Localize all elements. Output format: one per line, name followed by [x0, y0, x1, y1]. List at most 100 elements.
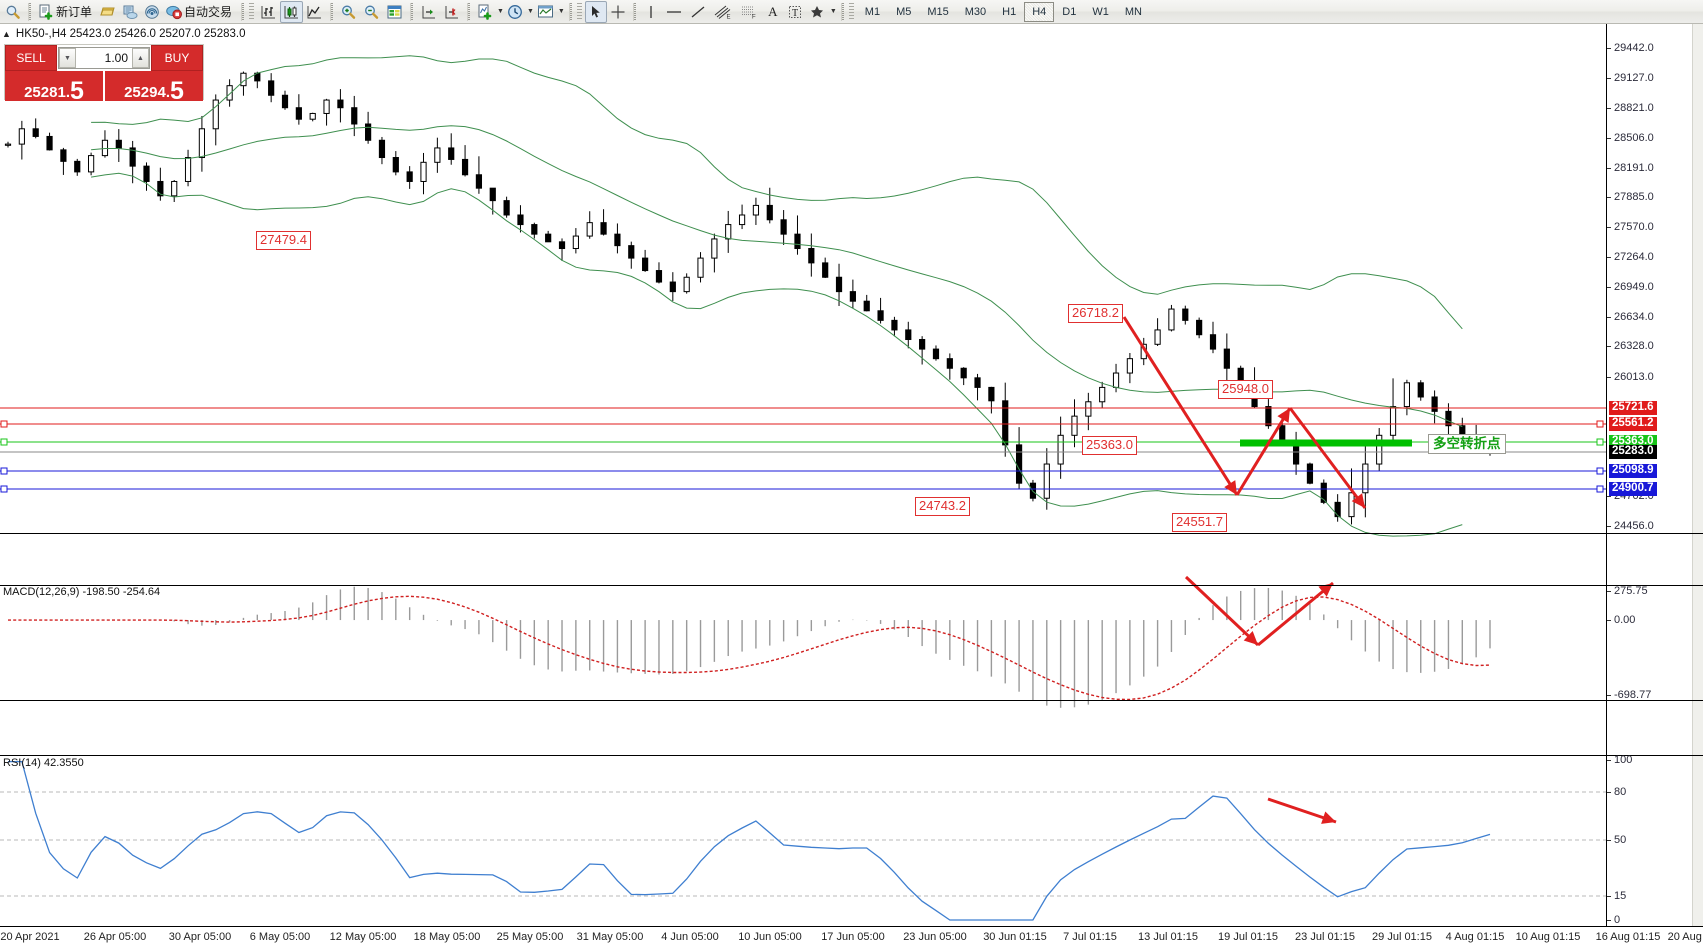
buy-button[interactable]: BUY	[151, 45, 203, 71]
auto-scroll-icon[interactable]	[417, 1, 440, 23]
price-axis-label: 26328.0	[1614, 340, 1654, 353]
toolbar-grip[interactable]	[249, 2, 255, 21]
timeframe-h4[interactable]: H4	[1024, 1, 1055, 22]
axis-tick	[1607, 48, 1611, 50]
chart-scroll-column[interactable]	[1692, 24, 1703, 926]
pane-separator-macd[interactable]	[0, 533, 1703, 534]
chevron-down-icon[interactable]: ▼	[557, 8, 565, 15]
chart-canvas[interactable]	[0, 25, 1606, 927]
price-callout[interactable]: 25948.0	[1218, 380, 1273, 399]
time-axis-label: 25 May 05:00	[496, 931, 564, 943]
chevron-down-icon[interactable]: ▼	[497, 8, 504, 15]
bar-chart-icon[interactable]	[257, 1, 280, 23]
trendline-icon[interactable]	[686, 1, 710, 23]
price-callout[interactable]: 25363.0	[1082, 436, 1137, 455]
bid-price[interactable]: 25281 . 5	[5, 71, 103, 101]
axis-tick	[1607, 496, 1611, 498]
horizontal-line-icon[interactable]	[662, 1, 686, 23]
timeframe-m1[interactable]: M1	[864, 5, 881, 18]
data-window-icon[interactable]	[383, 1, 406, 23]
time-axis-label: 20 Aug 01:15	[1667, 931, 1703, 943]
timeframe-w1[interactable]: W1	[1092, 5, 1109, 18]
volume-stepper[interactable]: ▼ 1.00 ▲	[58, 47, 150, 69]
axis-tick	[1607, 317, 1611, 319]
rsi-axis-label: 0	[1614, 914, 1621, 926]
bid-price-main: 25281	[24, 84, 66, 101]
rsi-axis-label: 15	[1614, 890, 1627, 902]
forecast-arrows[interactable]	[1122, 316, 1367, 509]
axis-tick	[1607, 840, 1611, 841]
price-level-tag[interactable]: 25283.0	[1609, 445, 1657, 459]
time-axis-label: 30 Apr 05:00	[168, 931, 232, 943]
price-level-tag[interactable]: 25561.2	[1609, 417, 1657, 431]
toolbar-grip[interactable]	[848, 2, 854, 21]
periods-clock-icon[interactable]	[504, 1, 526, 23]
autotrading-button[interactable]: 自动交易	[163, 1, 237, 23]
price-level-tag[interactable]: 25098.9	[1609, 464, 1657, 478]
axis-tick	[1607, 227, 1611, 229]
volume-increment-button[interactable]: ▲	[132, 48, 149, 68]
chart-shift-icon[interactable]	[440, 1, 463, 23]
collapse-triangle-icon[interactable]: ▲	[2, 29, 11, 39]
text-label-icon[interactable]: T	[784, 1, 806, 23]
magnifier-icon[interactable]	[2, 1, 24, 23]
templates-icon[interactable]	[534, 1, 557, 23]
time-axis-label: 30 Jun 01:15	[983, 931, 1047, 943]
crosshair-icon[interactable]	[607, 1, 629, 23]
candlestick-chart-icon[interactable]	[280, 0, 304, 23]
signal-icon[interactable]	[141, 1, 163, 23]
timeframe-mn[interactable]: MN	[1124, 5, 1142, 18]
terminal-icon[interactable]	[119, 1, 141, 23]
ask-price[interactable]: 25294 . 5	[103, 71, 203, 101]
time-axis-label: 4 Aug 01:15	[1445, 931, 1505, 943]
timeframe-m5[interactable]: M5	[896, 5, 912, 18]
equidistant-channel-icon[interactable]: E	[710, 1, 736, 23]
shapes-icon[interactable]	[806, 1, 829, 23]
new-order-button[interactable]: 新订单	[35, 1, 97, 23]
volume-decrement-button[interactable]: ▼	[59, 48, 76, 68]
pane-separator-rsi[interactable]	[0, 700, 1703, 701]
timeframe-m30[interactable]: M30	[964, 5, 987, 18]
toolbar-separator	[241, 2, 245, 21]
line-chart-icon[interactable]	[303, 1, 326, 23]
timeframe-h1[interactable]: H1	[1002, 5, 1017, 18]
toolbar-separator	[840, 2, 844, 21]
price-level-tag[interactable]: 24900.7	[1609, 482, 1657, 496]
timeframe-d1[interactable]: D1	[1062, 5, 1077, 18]
autotrading-label: 自动交易	[184, 5, 233, 19]
timeframe-m15[interactable]: M15	[927, 5, 949, 18]
price-callout[interactable]: 24743.2	[915, 497, 970, 516]
price-callout[interactable]: 24551.7	[1172, 513, 1227, 532]
time-axis-label: 20 Apr 2021	[0, 931, 60, 943]
volume-input[interactable]: 1.00	[104, 51, 128, 65]
zoom-out-icon[interactable]	[360, 1, 383, 23]
chevron-down-icon[interactable]: ▼	[829, 8, 837, 15]
toolbar-grip[interactable]	[576, 2, 582, 21]
toolbar-separator	[632, 2, 636, 21]
rsi-axis-label: 50	[1614, 834, 1627, 846]
toolbar-separator	[568, 2, 572, 21]
cursor-arrow-icon[interactable]	[584, 0, 607, 23]
sell-button[interactable]: SELL	[5, 45, 57, 71]
bid-price-dot: .	[65, 84, 70, 101]
fibonacci-retracement-icon[interactable]: F	[736, 1, 762, 23]
axis-tick	[1607, 792, 1611, 793]
folder-icon[interactable]	[97, 1, 119, 23]
price-callout[interactable]: 27479.4	[256, 231, 311, 250]
zoom-in-icon[interactable]	[337, 1, 360, 23]
chart-text-annotation[interactable]: 多空转折点	[1428, 434, 1506, 454]
symbol-header: ▲ HK50-,H4 25423.0 25426.0 25207.0 25283…	[2, 28, 245, 40]
ask-price-fraction: 5	[169, 76, 184, 101]
chevron-down-icon[interactable]: ▼	[526, 8, 534, 15]
text-icon[interactable]: A	[768, 3, 778, 19]
indicators-icon[interactable]	[474, 1, 496, 23]
price-axis-label: 26949.0	[1614, 280, 1654, 293]
rsi-forecast-arrow[interactable]	[1267, 797, 1337, 824]
svg-text:F: F	[752, 14, 756, 19]
price-axis-label: 29127.0	[1614, 72, 1654, 85]
vertical-line-icon[interactable]	[640, 1, 662, 23]
macd-forecast-arrows[interactable]	[1184, 575, 1334, 647]
price-callout[interactable]: 26718.2	[1068, 304, 1123, 323]
price-level-tag[interactable]: 25721.6	[1609, 401, 1657, 415]
price-level-lines[interactable]	[0, 407, 1606, 493]
